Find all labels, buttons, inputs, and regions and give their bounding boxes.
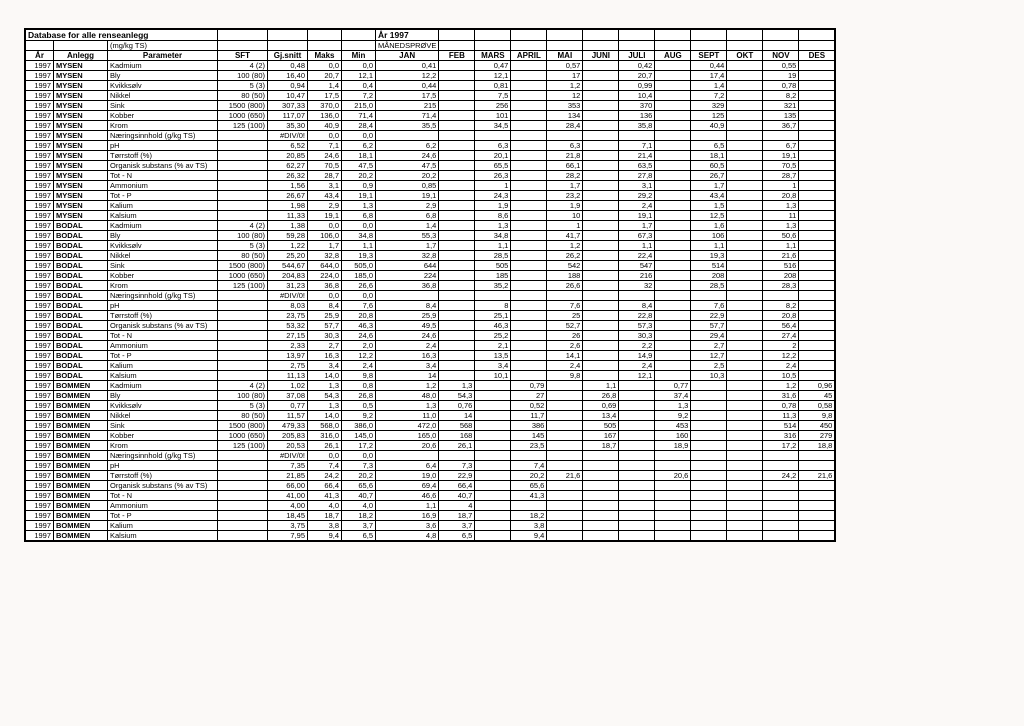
table-row: 1997BODALKvikksølv5 (3)1,221,71,11,71,11… — [26, 241, 835, 251]
table-row: 1997MYSENKobber1000 (650)117,07136,071,4… — [26, 111, 835, 121]
table-row: 1997BOMMENNikkel80 (50)11,5714,09,211,01… — [26, 411, 835, 421]
table-row: 1997BOMMENTot - P18,4518,718,216,918,718… — [26, 511, 835, 521]
table-row: 1997MYSENNæringsinnhold (g/kg TS)#DIV/0!… — [26, 131, 835, 141]
table-row: 1997BOMMENKalsium7,959,46,54,86,59,4 — [26, 531, 835, 541]
col-month-7: AUG — [655, 50, 691, 60]
table-row: 1997BOMMENTot - N41,0041,340,746,640,741… — [26, 491, 835, 501]
table-row: 1997MYSENTot - N26,3228,720,220,226,328,… — [26, 171, 835, 181]
table-row: 1997BODALKalsium11,1314,09,81410,19,812,… — [26, 371, 835, 381]
table-row: 1997MYSENAmmonium1,563,10,90,8511,73,11,… — [26, 181, 835, 191]
col-month-0: JAN — [376, 50, 439, 60]
col-month-5: JUNI — [583, 50, 619, 60]
data-table: Database for alle renseanlegg År 1997 (mg/… — [25, 29, 835, 541]
table-row: 1997MYSENKalsium11,3319,16,86,88,61019,1… — [26, 211, 835, 221]
table-row: 1997BOMMENKalium3,753,83,73,63,73,8 — [26, 521, 835, 531]
table-row: 1997BOMMENOrganisk substans (% av TS)66,… — [26, 481, 835, 491]
table-row: 1997BOMMENKvikksølv5 (3)0,771,30,51,30,7… — [26, 401, 835, 411]
col-month-11: DES — [799, 50, 835, 60]
table-row: 1997MYSENNikkel80 (50)10,4717,57,217,57,… — [26, 91, 835, 101]
table-row: 1997MYSENSink1500 (800)307,33370,0215,02… — [26, 101, 835, 111]
table-row: 1997MYSENKrom125 (100)35,3040,928,435,53… — [26, 121, 835, 131]
year-cell: År 1997 — [376, 30, 439, 41]
table-row: 1997BODALKobber1000 (650)204,83224,0185,… — [26, 271, 835, 281]
table-row: 1997BOMMENpH7,357,47,36,47,37,4 — [26, 461, 835, 471]
table-row: 1997BODALTørrstoff (%)23,7525,920,825,92… — [26, 311, 835, 321]
table-row: 1997MYSENTot - P26,6743,419,119,124,323,… — [26, 191, 835, 201]
table-row: 1997BODALKadmium4 (2)1,380,00,01,41,311,… — [26, 221, 835, 231]
table-row: 1997MYSENKalium1,982,91,32,91,91,92,41,5… — [26, 201, 835, 211]
table-row: 1997MYSENpH6,527,16,26,26,36,37,16,56,7 — [26, 141, 835, 151]
table-row: 1997BOMMENSink1500 (800)479,33568,0386,0… — [26, 421, 835, 431]
table-row: 1997BOMMENTørrstoff (%)21,8524,220,219,0… — [26, 471, 835, 481]
col-anlegg: Anlegg — [54, 50, 108, 60]
table-row: 1997BODALNikkel80 (50)25,2032,819,332,82… — [26, 251, 835, 261]
table-row: 1997BODALBly100 (80)59,28106,034,855,334… — [26, 231, 835, 241]
col-month-10: NOV — [763, 50, 799, 60]
col-maks: Maks — [308, 50, 342, 60]
table-row: 1997MYSENKvikksølv5 (3)0,941,40,40,440,8… — [26, 81, 835, 91]
col-gj: Gj.snitt — [268, 50, 308, 60]
col-month-3: APRIL — [511, 50, 547, 60]
col-month-4: MAI — [547, 50, 583, 60]
col-month-2: MARS — [475, 50, 511, 60]
table-row: 1997MYSENKadmium4 (2)0,480,00,00,410,470… — [26, 61, 835, 71]
col-parameter: Parameter — [108, 50, 218, 60]
col-month-1: FEB — [439, 50, 475, 60]
table-row: 1997BODALOrganisk substans (% av TS)53,3… — [26, 321, 835, 331]
col-month-6: JULI — [619, 50, 655, 60]
table-row: 1997BODALNæringsinnhold (g/kg TS)#DIV/0!… — [26, 291, 835, 301]
table-row: 1997BODALAmmonium2,332,72,02,42,12,62,22… — [26, 341, 835, 351]
col-min: Min — [342, 50, 376, 60]
col-ar: År — [26, 50, 54, 60]
table-row: 1997BOMMENAmmonium4,004,04,01,14 — [26, 501, 835, 511]
table-row: 1997BOMMENBly100 (80)37,0854,326,848,054… — [26, 391, 835, 401]
table-row: 1997BOMMENNæringsinnhold (g/kg TS)#DIV/0… — [26, 451, 835, 461]
table-row: 1997BODALTot - N27,1530,324,624,625,2263… — [26, 331, 835, 341]
table-row: 1997BODALTot - P13,9716,312,216,313,514,… — [26, 351, 835, 361]
table-row: 1997BODALpH8,038,47,68,487,68,47,68,2 — [26, 301, 835, 311]
table-row: 1997BOMMENKadmium4 (2)1,021,30,81,21,30,… — [26, 381, 835, 391]
col-month-8: SEPT — [691, 50, 727, 60]
table-title: Database for alle renseanlegg — [26, 30, 218, 41]
table-row: 1997MYSENOrganisk substans (% av TS)62,2… — [26, 161, 835, 171]
table-row: 1997BOMMENKrom125 (100)20,5326,117,220,6… — [26, 441, 835, 451]
col-sft: SFT — [218, 50, 268, 60]
col-month-9: OKT — [727, 50, 763, 60]
unit-label: (mg/kg TS) — [108, 40, 218, 50]
table-row: 1997BODALKrom125 (100)31,2336,826,636,83… — [26, 281, 835, 291]
table-row: 1997BOMMENKobber1000 (650)205,83316,0145… — [26, 431, 835, 441]
table-row: 1997MYSENBly100 (80)16,4020,712,112,212,… — [26, 71, 835, 81]
table-row: 1997BODALKalium2,753,42,43,43,42,42,42,5… — [26, 361, 835, 371]
sample-label: MÅNEDSPRØVE — [376, 40, 439, 50]
table-row: 1997MYSENTørrstoff (%)20,8524,618,124,62… — [26, 151, 835, 161]
table-row: 1997BODALSink1500 (800)544,67644,0505,06… — [26, 261, 835, 271]
